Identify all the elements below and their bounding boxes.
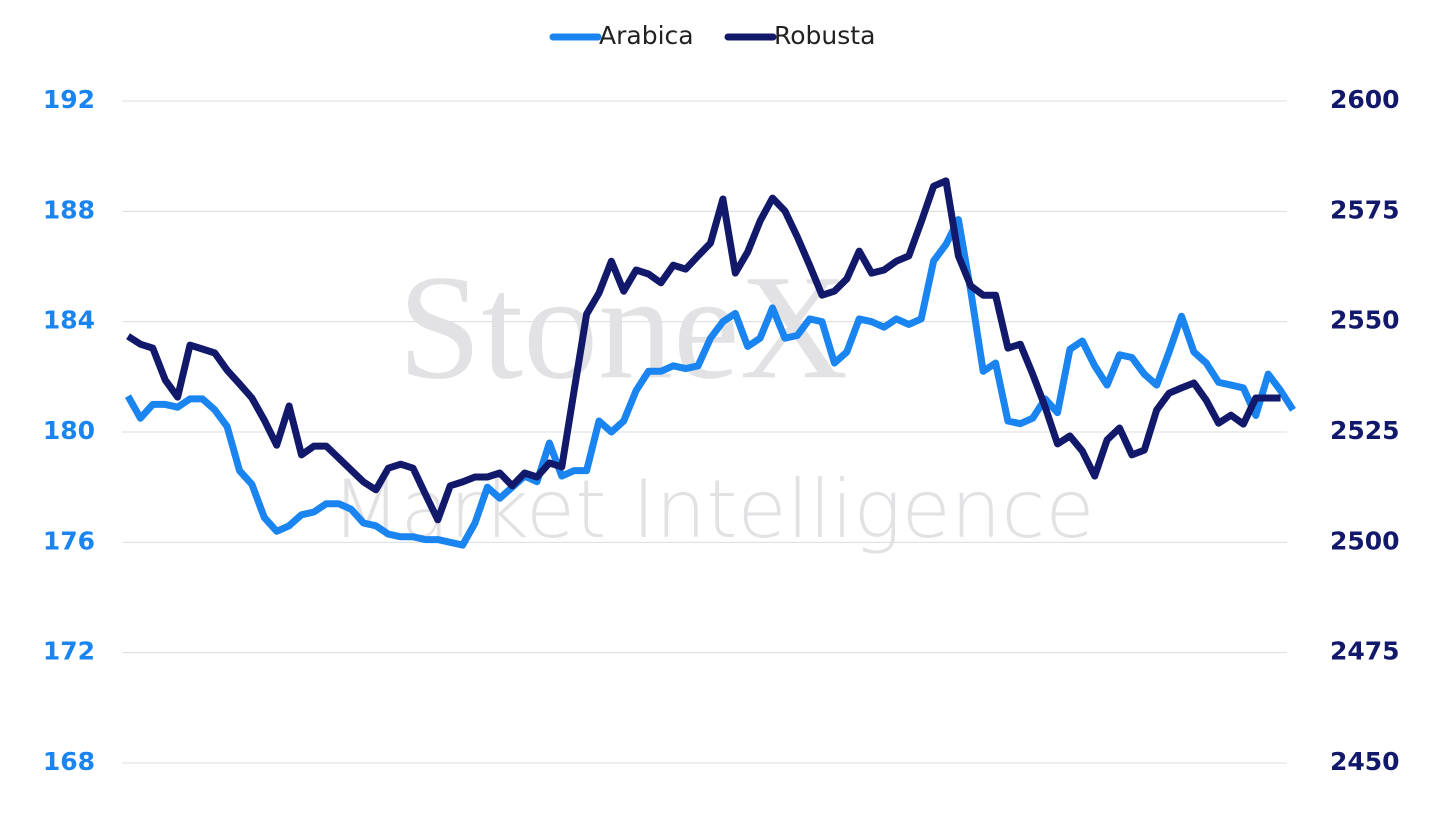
legend-label: Robusta: [774, 21, 875, 50]
y2-tick-label: 2500: [1330, 526, 1400, 555]
watermark-logo: StoneX: [398, 244, 848, 410]
y-tick-label: 172: [43, 637, 95, 666]
y-tick-label: 188: [43, 195, 95, 224]
y-tick-label: 192: [43, 85, 95, 114]
y2-tick-label: 2475: [1330, 637, 1400, 666]
legend-label: Arabica: [599, 21, 694, 50]
y-tick-label: 176: [43, 526, 95, 555]
y2-tick-label: 2450: [1330, 747, 1400, 776]
y-tick-label: 184: [43, 306, 95, 335]
watermark-subtitle: Market Intelligence: [331, 463, 1094, 556]
y2-tick-label: 2600: [1330, 85, 1400, 114]
y-tick-label: 168: [43, 747, 95, 776]
y-tick-label: 180: [43, 416, 95, 445]
line-series: [126, 177, 1281, 524]
y2-tick-label: 2525: [1330, 416, 1400, 445]
y2-tick-label: 2550: [1330, 306, 1400, 335]
y2-tick-label: 2575: [1330, 195, 1400, 224]
line-series: [124, 216, 1296, 549]
